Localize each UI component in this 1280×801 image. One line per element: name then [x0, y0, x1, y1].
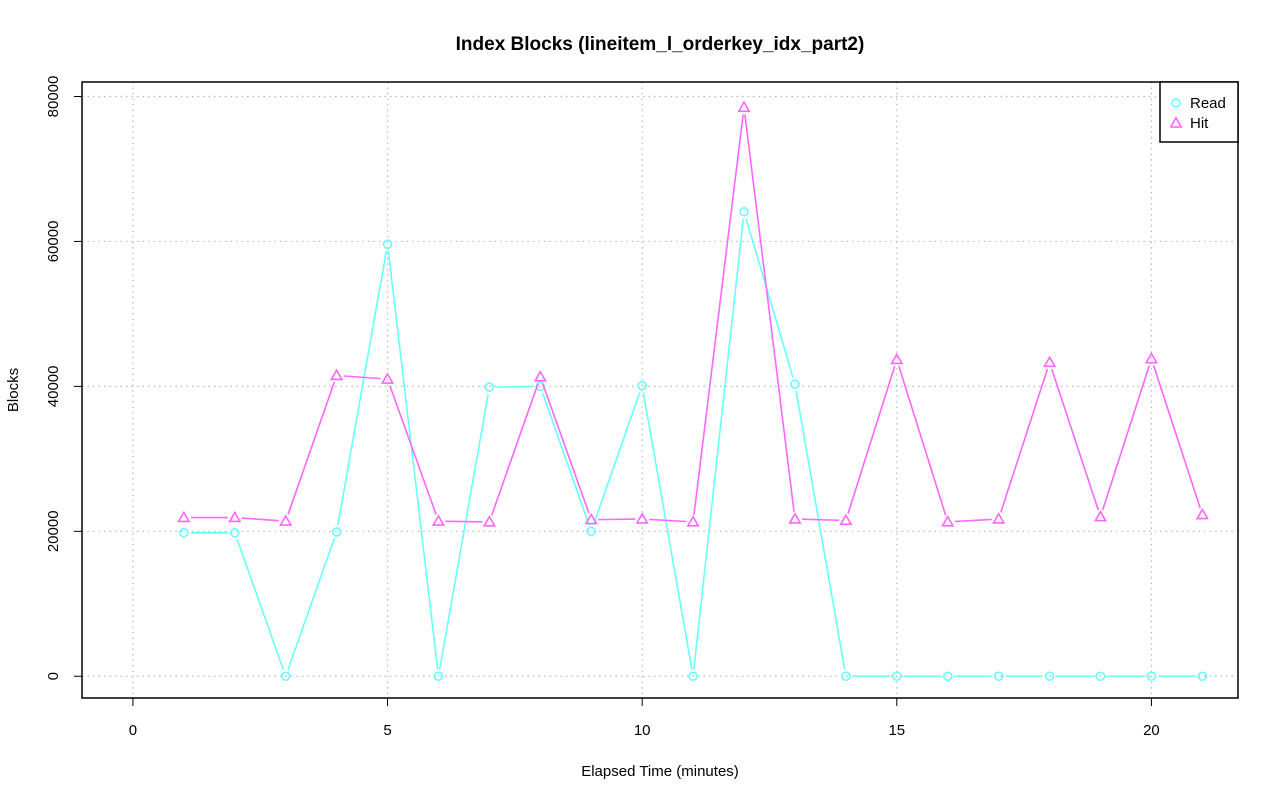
series-hit-point: [686, 515, 700, 527]
series-hit-point: [380, 372, 395, 384]
series-read-point: [433, 671, 444, 682]
series-hit-segment: [598, 518, 636, 521]
series-hit-point: [1195, 507, 1209, 520]
series-hit-segment: [287, 381, 336, 515]
series-hit-point: [1042, 355, 1057, 368]
series-hit-point: [737, 100, 751, 113]
series-read-segment: [745, 218, 794, 378]
legend-hit-label: Hit: [1190, 115, 1209, 132]
series-hit-point: [482, 515, 496, 527]
series-read-point: [1095, 671, 1106, 682]
series-hit-point: [533, 370, 547, 382]
series-hit-segment: [1000, 368, 1049, 513]
x-tick-label: 15: [888, 722, 905, 739]
series-read-point: [280, 671, 291, 682]
series-read-segment: [693, 218, 745, 670]
series-hit-point: [228, 510, 242, 523]
series-read-segment: [236, 539, 285, 670]
series-hit-point: [431, 514, 446, 526]
series-read-point: [331, 527, 342, 537]
series-read-point: [688, 671, 698, 682]
series-hit-point: [279, 514, 293, 526]
y-axis-label: Blocks: [5, 368, 22, 412]
series-read-segment: [337, 251, 388, 526]
series-hit-point: [1144, 352, 1159, 364]
series-read-segment: [642, 392, 693, 670]
x-tick-label: 5: [383, 722, 391, 739]
series-read-segment: [541, 392, 590, 525]
series-read-segment: [387, 251, 439, 670]
series-read-point: [1146, 671, 1157, 682]
series-read-point: [179, 527, 189, 538]
series-read-point: [586, 526, 597, 537]
series-hit-segment: [343, 375, 381, 380]
series-hit-point: [584, 512, 598, 525]
x-tick-label: 0: [129, 722, 137, 739]
series-hit-segment: [445, 520, 483, 523]
y-tick-label: 80000: [45, 76, 62, 118]
series-read-segment: [592, 391, 641, 525]
series-hit-segment: [744, 114, 795, 513]
series-read-point: [1044, 671, 1055, 682]
series-hit-segment: [541, 383, 590, 514]
axes: 0 5 10 15 20 0 20000 40000 60000 80000: [45, 76, 1160, 739]
series-read-point: [229, 527, 240, 538]
series-hit-point: [839, 513, 853, 526]
series-read-segment: [287, 538, 336, 670]
series-hit-segment: [954, 518, 992, 523]
series-hit-point: [941, 515, 955, 527]
series-read: [179, 206, 1208, 682]
series-hit-segment: [847, 365, 896, 515]
x-tick-label: 10: [634, 722, 651, 739]
series-hit-point: [788, 512, 802, 524]
legend-read-label: Read: [1190, 95, 1226, 112]
chart-title: Index Blocks (lineitem_l_orderkey_idx_pa…: [456, 34, 865, 55]
series-read-point: [993, 671, 1004, 682]
series-read-point: [892, 671, 902, 682]
y-tick-label: 60000: [45, 221, 62, 263]
series-read-point: [1197, 671, 1208, 682]
series-hit-segment: [241, 517, 279, 522]
series-read-segment: [496, 385, 534, 388]
series-read-point: [382, 239, 393, 250]
series-layer: [177, 100, 1209, 682]
legend: Read Hit: [1159, 81, 1239, 143]
series-hit-segment: [389, 385, 437, 515]
series-hit-segment: [801, 518, 839, 522]
series-read-point: [841, 671, 851, 682]
y-tick-label: 20000: [45, 510, 62, 552]
series-hit-segment: [1101, 365, 1151, 511]
series-hit-segment: [693, 114, 744, 516]
series-read-point: [484, 382, 495, 392]
series-hit-segment: [1152, 365, 1201, 509]
y-tick-label: 40000: [45, 366, 62, 408]
legend-box: [1159, 81, 1239, 143]
series-hit: [177, 100, 1209, 527]
series-hit-point: [890, 352, 904, 365]
x-tick-label: 20: [1143, 722, 1160, 739]
legend-read-marker: [1171, 98, 1181, 108]
series-read-point: [739, 206, 749, 217]
series-hit-point: [635, 512, 649, 524]
series-read-segment: [438, 393, 489, 670]
series-hit-segment: [1051, 368, 1100, 511]
series-read-point: [942, 671, 953, 682]
series-hit-point: [330, 368, 344, 381]
y-tick-label: 0: [45, 672, 62, 680]
series-read-point: [790, 379, 800, 390]
series-hit-segment: [898, 366, 947, 516]
series-hit-segment: [490, 383, 539, 516]
legend-hit-marker: [1169, 116, 1183, 128]
plot-frame: [81, 81, 1239, 699]
series-hit-point: [177, 510, 191, 523]
series-hit-point: [1093, 510, 1108, 522]
series-hit-segment: [649, 518, 687, 523]
series-read-point: [637, 380, 647, 391]
x-axis-label: Elapsed Time (minutes): [581, 763, 739, 780]
series-hit-point: [992, 512, 1006, 524]
series-read-segment: [795, 390, 846, 670]
